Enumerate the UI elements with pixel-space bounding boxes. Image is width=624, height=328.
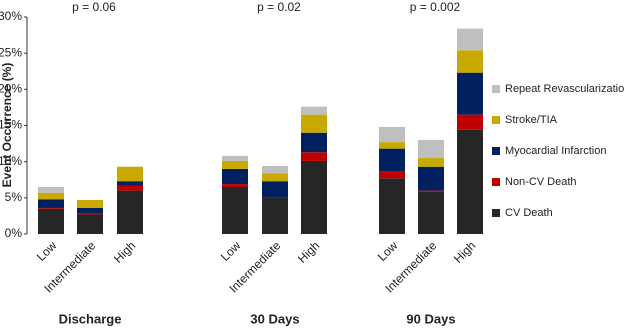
legend-swatch	[492, 85, 500, 93]
y-tick-label: 5%	[5, 190, 23, 204]
bar-segment	[117, 166, 143, 182]
bar-segment	[77, 213, 103, 215]
legend-label: Stroke/TIA	[505, 114, 558, 126]
bar-segment	[117, 185, 143, 191]
bar-segment	[379, 148, 405, 172]
y-tick-label: 30%	[0, 9, 22, 23]
x-tick-label: High	[295, 238, 322, 265]
p-value: p = 0.06	[72, 0, 116, 14]
bar-segment	[117, 190, 143, 234]
legend-swatch	[492, 116, 500, 124]
bar-segment	[222, 155, 248, 161]
bar-segment	[117, 181, 143, 186]
p-value: p = 0.002	[410, 0, 461, 14]
bar-segment	[77, 207, 103, 214]
bar-segment	[457, 28, 483, 51]
bar-segment	[418, 139, 444, 159]
legend-label: Repeat Revascularization	[505, 83, 624, 95]
bar-segment	[301, 106, 327, 115]
bar-segment	[262, 181, 288, 198]
bar-segment	[262, 166, 288, 174]
y-tick-label: 0%	[5, 226, 23, 240]
bar-segment	[38, 207, 64, 209]
legend-swatch	[492, 178, 500, 186]
x-tick-label: High	[451, 238, 478, 265]
legend-label: CV Death	[505, 207, 553, 219]
bar-segment	[38, 186, 64, 193]
legend-swatch	[492, 209, 500, 217]
bar-segment	[38, 199, 64, 208]
bar-segment	[301, 114, 327, 133]
bar-segment	[418, 158, 444, 167]
p-value: p = 0.02	[257, 0, 301, 14]
x-tick-label: High	[111, 238, 138, 265]
y-tick-label: 10%	[0, 154, 22, 168]
bar-segment	[418, 191, 444, 234]
y-tick-label: 20%	[0, 82, 22, 96]
bar-segment	[379, 171, 405, 179]
bar-segment	[379, 142, 405, 149]
x-tick-label: Low	[218, 238, 244, 264]
bar-segment	[262, 197, 288, 234]
bar-segment	[262, 173, 288, 182]
bar-segment	[38, 192, 64, 200]
group-label: Discharge	[59, 311, 122, 326]
bar-segment	[222, 186, 248, 234]
bar-segment	[418, 166, 444, 191]
x-tick-label: Low	[375, 238, 401, 264]
bar-segment	[418, 190, 444, 192]
bar-segment	[222, 160, 248, 169]
bar-segment	[457, 129, 483, 234]
legend-label: Non-CV Death	[505, 176, 577, 188]
bar-segment	[301, 132, 327, 153]
bar-segment	[77, 214, 103, 234]
bar-segment	[457, 114, 483, 130]
group-label: 30 Days	[250, 311, 299, 326]
y-tick-label: 25%	[0, 45, 22, 59]
bar-segment	[379, 126, 405, 143]
bar-segment	[457, 50, 483, 73]
bar-segment	[77, 200, 103, 208]
bar-segment	[222, 184, 248, 187]
bar-segment	[38, 208, 64, 234]
bar-segment	[457, 72, 483, 115]
legend-swatch	[492, 147, 500, 155]
bar-segment	[301, 160, 327, 234]
bar-segment	[379, 178, 405, 234]
legend-label: Myocardial Infarction	[505, 145, 607, 157]
bar-segment	[222, 168, 248, 185]
y-tick-label: 15%	[0, 118, 22, 132]
bar-segment	[301, 152, 327, 161]
y-axis-title: Event Occurrence (%)	[0, 63, 14, 188]
group-label: 90 Days	[406, 311, 455, 326]
x-tick-label: Low	[34, 238, 60, 264]
